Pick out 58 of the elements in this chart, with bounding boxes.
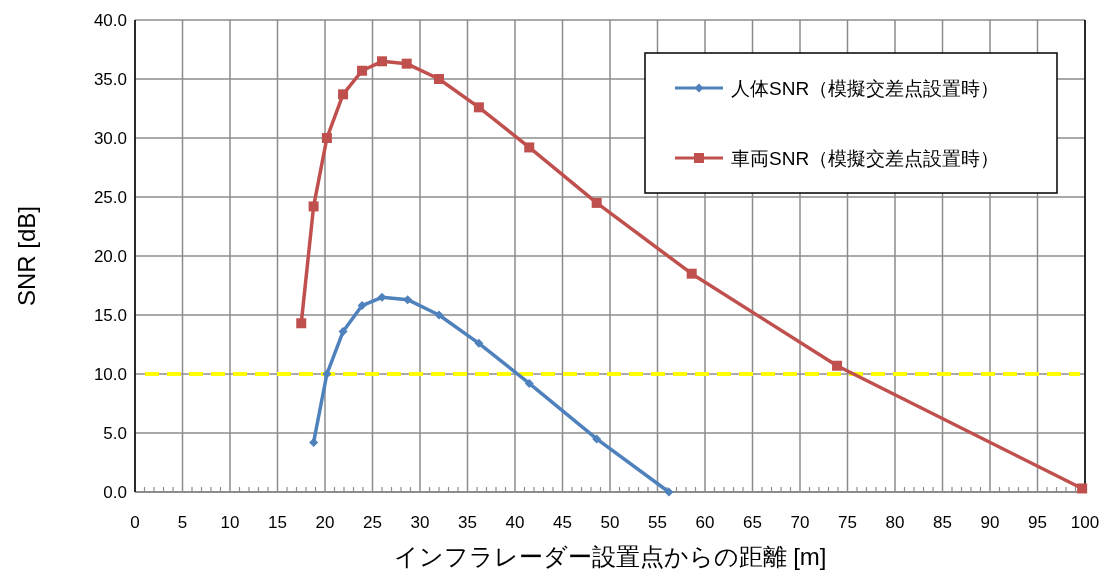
point [338, 89, 349, 100]
x-axis-title: インフラレーダー設置点からの距離 [m] [393, 543, 827, 570]
point [434, 310, 444, 320]
point [832, 360, 843, 371]
y-tick-label: 25.0 [93, 188, 127, 207]
point [524, 378, 534, 388]
y-tick-label: 40.0 [93, 11, 127, 30]
point [377, 56, 387, 67]
x-tick-label: 70 [790, 513, 810, 532]
x-tick-label: 75 [838, 513, 857, 532]
y-tick-label: 35.0 [93, 70, 127, 89]
legend-label: 車両SNR（模擬交差点設置時） [731, 148, 1000, 169]
point [1077, 483, 1088, 494]
y-tick-label: 0.0 [103, 483, 127, 502]
point [403, 295, 413, 305]
x-tick-label: 55 [648, 513, 667, 532]
point [321, 133, 332, 143]
point [664, 487, 674, 497]
x-tick-label: 35 [458, 513, 477, 532]
x-tick-label: 100 [1070, 513, 1100, 532]
point [357, 301, 367, 311]
point [309, 437, 319, 447]
x-tick-label: 95 [1028, 513, 1047, 532]
point [296, 318, 307, 329]
x-tick-label: 90 [980, 513, 1000, 532]
y-tick-label: 15.0 [93, 306, 127, 325]
point [686, 268, 697, 279]
y-tick-label: 30.0 [93, 129, 127, 148]
point [524, 142, 535, 153]
y-axis-title: SNR [dB] [13, 205, 40, 307]
x-tick-label: 15 [268, 513, 287, 532]
x-tick-label: 10 [220, 513, 240, 532]
x-tick-label: 30 [410, 513, 430, 532]
x-tick-label: 50 [600, 513, 620, 532]
x-tick-label: 80 [885, 513, 905, 532]
x-tick-label: 5 [177, 513, 188, 532]
x-tick-label: 60 [695, 513, 715, 532]
point [308, 201, 319, 212]
x-tick-label: 45 [553, 513, 572, 532]
legend-label: 人体SNR（模擬交差点設置時） [731, 78, 1000, 99]
x-tick-label: 0 [130, 513, 140, 532]
point [338, 327, 348, 337]
x-tick-label: 40 [505, 513, 525, 532]
point [474, 338, 484, 348]
point [434, 74, 444, 84]
point [473, 102, 484, 113]
x-tick-label: 20 [315, 513, 335, 532]
point [401, 58, 412, 69]
point [322, 369, 332, 379]
x-tick-label: 25 [363, 513, 382, 532]
point [592, 434, 602, 444]
x-tick-label: 85 [933, 513, 952, 532]
y-tick-label: 20.0 [93, 247, 127, 266]
point [357, 65, 368, 76]
point [591, 197, 602, 208]
x-tick-label: 65 [743, 513, 762, 532]
y-tick-label: 5.0 [103, 424, 127, 443]
y-tick-label: 10.0 [93, 365, 127, 384]
